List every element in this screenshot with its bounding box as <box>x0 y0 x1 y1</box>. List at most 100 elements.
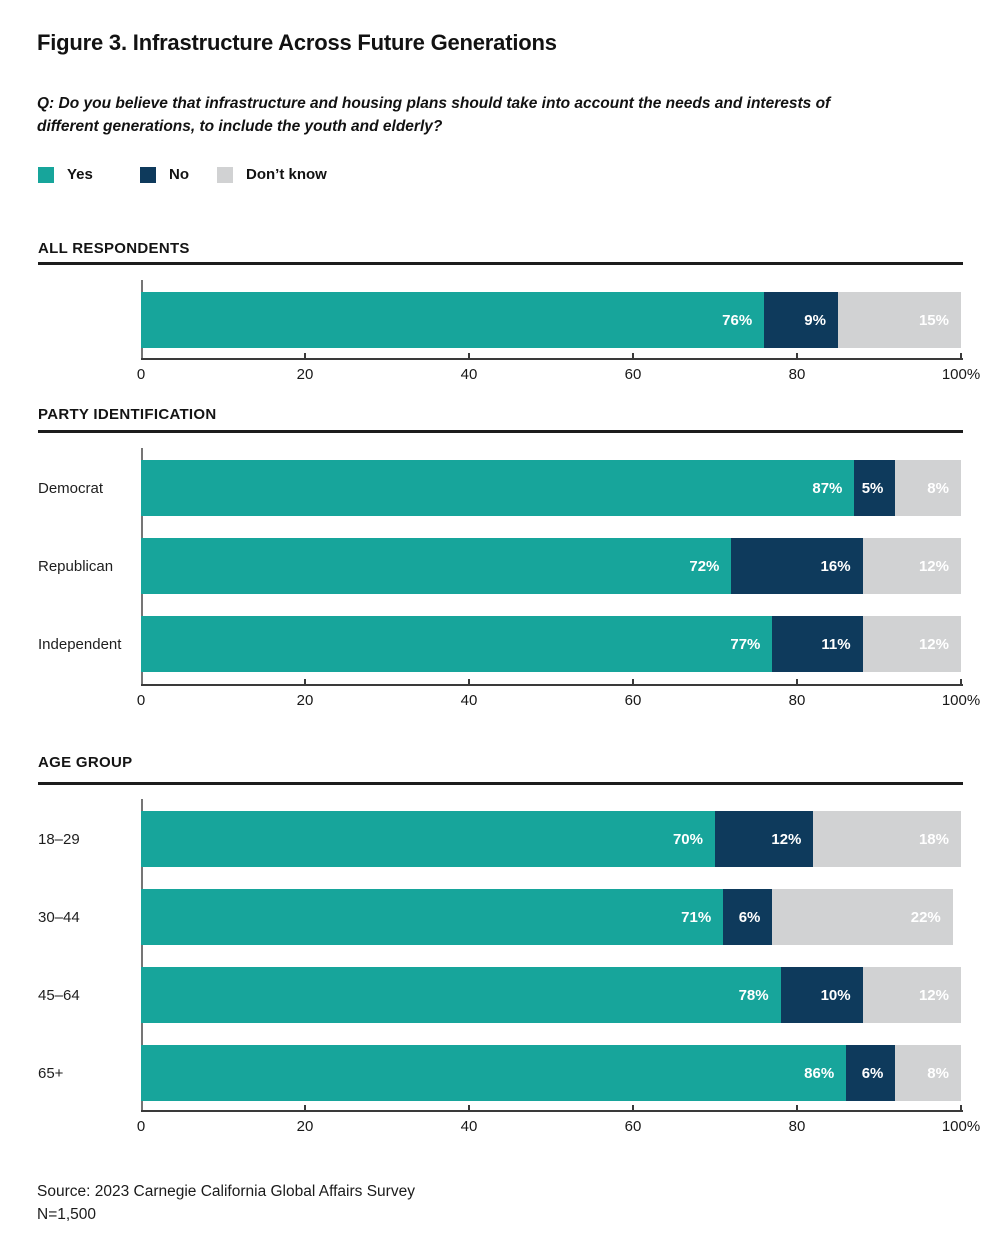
bar-segment-dont-know: 12% <box>862 967 961 1023</box>
x-axis-tick <box>960 679 962 684</box>
legend: Yes No Don’t know <box>0 166 1000 184</box>
bar-segment-dont-know: 12% <box>862 538 961 594</box>
x-axis-tick-label: 20 <box>296 692 314 709</box>
legend-swatch-yes-icon <box>38 166 54 183</box>
x-axis-tick-label: 0 <box>136 366 146 383</box>
bar-value-label: 12% <box>771 830 802 848</box>
x-axis <box>141 684 963 686</box>
x-axis-tick-label: 60 <box>624 1118 642 1135</box>
x-axis-tick-label: 80 <box>788 366 806 383</box>
bar-segment-yes: 76% <box>141 292 765 348</box>
bar-row: 71% 6% 22% <box>141 889 961 945</box>
bar-segment-yes: 87% <box>141 460 855 516</box>
bar-segment-yes: 71% <box>141 889 724 945</box>
source-note: Source: 2023 Carnegie California Global … <box>37 1180 415 1226</box>
category-label: Independent <box>38 635 122 653</box>
x-axis-tick <box>796 353 798 358</box>
legend-item-dont-know: Don’t know <box>217 166 327 183</box>
bar-value-label: 77% <box>730 635 761 653</box>
bar-value-label: 15% <box>918 311 949 329</box>
x-axis-tick <box>960 353 962 358</box>
x-axis-tick <box>796 1105 798 1110</box>
bar-segment-no: 6% <box>846 1045 896 1101</box>
category-label: 30–44 <box>38 908 80 926</box>
x-axis-tick <box>632 1105 634 1110</box>
bar-segment-dont-know: 8% <box>895 1045 961 1101</box>
category-label: Democrat <box>38 479 104 497</box>
bar-segment-no: 10% <box>780 967 863 1023</box>
section-rule <box>38 262 963 265</box>
bar-row: 76% 9% 15% <box>141 292 961 348</box>
y-axis-line <box>141 799 143 1110</box>
x-axis-tick-label: 20 <box>296 1118 314 1135</box>
bar-row: 87% 5% 8% <box>141 460 961 516</box>
bar-value-label: 6% <box>738 908 761 926</box>
bar-value-label: 71% <box>681 908 712 926</box>
x-axis-tick <box>304 1105 306 1110</box>
section-rule <box>38 782 963 785</box>
bar-segment-dont-know: 15% <box>837 292 961 348</box>
bar-value-label: 18% <box>918 830 949 848</box>
bar-value-label: 5% <box>861 479 884 497</box>
category-label: 18–29 <box>38 830 80 848</box>
bar-value-label: 12% <box>918 986 949 1004</box>
bar-segment-yes: 86% <box>141 1045 847 1101</box>
x-axis-tick <box>796 679 798 684</box>
x-axis-tick <box>304 679 306 684</box>
x-axis-tick-label: 80 <box>788 1118 806 1135</box>
category-label: 45–64 <box>38 986 80 1004</box>
bar-segment-no: 11% <box>772 616 863 672</box>
bar-segment-yes: 78% <box>141 967 781 1023</box>
legend-label-dont-know: Don’t know <box>246 166 327 183</box>
bar-segment-no: 16% <box>731 538 863 594</box>
bar-row: 70% 12% 18% <box>141 811 961 867</box>
bar-segment-no: 5% <box>854 460 896 516</box>
legend-swatch-dont-know-icon <box>217 166 233 183</box>
bar-segment-yes: 70% <box>141 811 715 867</box>
legend-label-no: No <box>169 166 189 183</box>
x-axis-tick-label: 40 <box>460 1118 478 1135</box>
bar-segment-dont-know: 22% <box>772 889 953 945</box>
x-axis-tick-label: 80 <box>788 692 806 709</box>
category-label: Republican <box>38 557 114 575</box>
bar-row: 86% 6% 8% <box>141 1045 961 1101</box>
section-header: AGE GROUP <box>38 754 133 771</box>
x-axis-tick <box>632 353 634 358</box>
x-axis-tick-label: 100% <box>941 692 981 709</box>
bar-value-label: 86% <box>804 1064 835 1082</box>
survey-question: Q: Do you believe that infrastructure an… <box>37 95 831 135</box>
legend-item-yes: Yes <box>38 166 93 183</box>
section-rule <box>38 430 963 433</box>
x-axis-tick-label: 20 <box>296 366 314 383</box>
x-axis-tick-label: 0 <box>136 692 146 709</box>
legend-swatch-no-icon <box>140 166 156 183</box>
bar-segment-no: 6% <box>723 889 773 945</box>
bar-row: 77% 11% 12% <box>141 616 961 672</box>
figure-title: Figure 3. Infrastructure Across Future G… <box>37 30 557 55</box>
x-axis-tick <box>468 353 470 358</box>
x-axis-tick <box>960 1105 962 1110</box>
x-axis-tick-label: 100% <box>941 366 981 383</box>
bar-segment-yes: 72% <box>141 538 732 594</box>
section-header: PARTY IDENTIFICATION <box>38 406 217 423</box>
x-axis-tick <box>468 679 470 684</box>
bar-value-label: 76% <box>722 311 753 329</box>
bar-segment-yes: 77% <box>141 616 773 672</box>
category-label: 65+ <box>38 1064 64 1082</box>
bar-value-label: 78% <box>738 986 769 1004</box>
bar-value-label: 12% <box>918 635 949 653</box>
bar-row: 78% 10% 12% <box>141 967 961 1023</box>
bar-value-label: 11% <box>821 635 851 653</box>
x-axis-tick-label: 40 <box>460 366 478 383</box>
legend-item-no: No <box>140 166 189 183</box>
x-axis-tick-label: 100% <box>941 1118 981 1135</box>
x-axis-tick-label: 0 <box>136 1118 146 1135</box>
legend-label-yes: Yes <box>67 166 93 183</box>
bar-value-label: 12% <box>918 557 949 575</box>
bar-segment-dont-know: 12% <box>862 616 961 672</box>
x-axis-tick <box>468 1105 470 1110</box>
x-axis <box>141 1110 963 1112</box>
x-axis <box>141 358 963 360</box>
bar-segment-dont-know: 18% <box>813 811 961 867</box>
bar-value-label: 6% <box>861 1064 884 1082</box>
